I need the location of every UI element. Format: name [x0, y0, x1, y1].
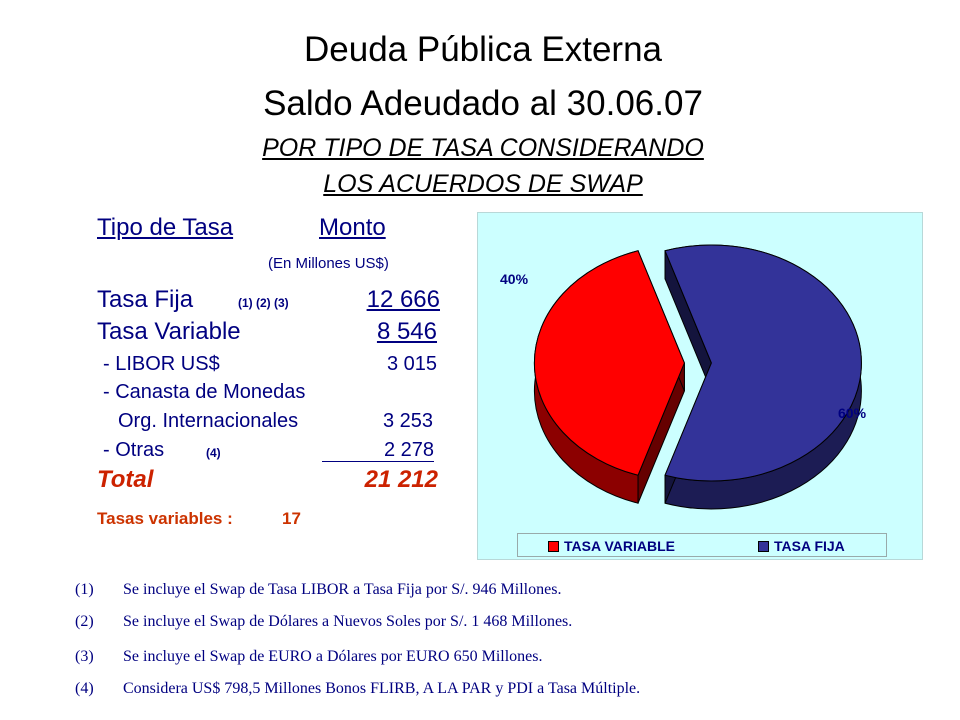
page-title: Deuda Pública Externa	[304, 30, 662, 69]
pie-slice-top-tasa-fija	[664, 244, 862, 482]
variable-rates-label: Tasas variables :	[97, 509, 233, 528]
legend-swatch-tasa-variable	[548, 540, 559, 552]
section-heading-line1: POR TIPO DE TASA CONSIDERANDO	[262, 134, 704, 162]
row-label-libor: - LIBOR US$	[103, 353, 220, 375]
footnote-key: (1)	[75, 581, 94, 598]
data-label-tasa-variable: 40%	[500, 271, 529, 287]
footnote-3: (3) Se incluye el Swap de EURO a Dólares…	[75, 648, 775, 668]
footnote-key: (4)	[75, 680, 94, 697]
row-label-tasa-fija: Tasa Fija	[97, 286, 194, 313]
row-value-tasa-variable: 8 546	[376, 318, 437, 345]
pie-chart-plot	[533, 244, 862, 510]
column-header-tipo: Tipo de Tasa	[97, 214, 234, 241]
legend-swatch-tasa-fija	[758, 540, 769, 552]
legend-item-tasa-variable: TASA VARIABLE	[548, 538, 675, 554]
pie-slice-tasa-fija	[664, 244, 862, 510]
row-value-libor: 3 015	[386, 353, 437, 375]
legend-label-tasa-fija: TASA FIJA	[774, 538, 845, 554]
row-label-tasa-variable: Tasa Variable	[97, 318, 241, 345]
row-note-otras: (4)	[206, 446, 221, 460]
row-label-org-internacionales: Org. Internacionales	[118, 410, 299, 432]
footnote-text: Se incluye el Swap de EURO a Dólares por…	[123, 648, 543, 665]
legend-item-tasa-fija: TASA FIJA	[758, 538, 845, 554]
data-label-tasa-fija: 60%	[838, 405, 867, 421]
row-value-org-internacionales: 3 253	[382, 410, 433, 432]
legend-label-tasa-variable: TASA VARIABLE	[564, 538, 675, 554]
units-label: (En Millones US$)	[268, 255, 389, 272]
footnote-1: (1) Se incluye el Swap de Tasa LIBOR a T…	[75, 581, 775, 601]
total-value: 21 212	[364, 466, 438, 493]
footnote-2: (2) Se incluye el Swap de Dólares a Nuev…	[75, 613, 775, 633]
section-heading-line2: LOS ACUERDOS DE SWAP	[323, 170, 643, 198]
footnote-key: (3)	[75, 648, 94, 665]
pie-slice-tasa-variable	[533, 250, 685, 504]
total-label: Total	[97, 466, 154, 493]
variable-rates-value: 17	[282, 509, 301, 528]
footnote-key: (2)	[75, 613, 94, 630]
footnote-text: Considera US$ 798,5 Millones Bonos FLIRB…	[123, 680, 641, 697]
column-header-monto: Monto	[319, 214, 386, 241]
footnote-text: Se incluye el Swap de Dólares a Nuevos S…	[123, 613, 573, 630]
pie-slice-top-tasa-variable	[533, 250, 685, 476]
row-note-tasa-fija: (1) (2) (3)	[238, 296, 289, 310]
footnote-4: (4) Considera US$ 798,5 Millones Bonos F…	[75, 680, 775, 700]
page-subtitle: Saldo Adeudado al 30.06.07	[263, 84, 703, 123]
row-value-otras: 2 278	[322, 439, 434, 462]
pie-chart: 40% 60% TASA VARIABLE TASA FIJA	[477, 212, 923, 560]
footnote-text: Se incluye el Swap de Tasa LIBOR a Tasa …	[123, 581, 562, 598]
row-label-otras: - Otras	[103, 439, 165, 461]
row-label-canasta: - Canasta de Monedas	[103, 381, 306, 403]
chart-legend: TASA VARIABLE TASA FIJA	[517, 533, 887, 557]
row-value-tasa-fija: 12 666	[366, 286, 440, 313]
